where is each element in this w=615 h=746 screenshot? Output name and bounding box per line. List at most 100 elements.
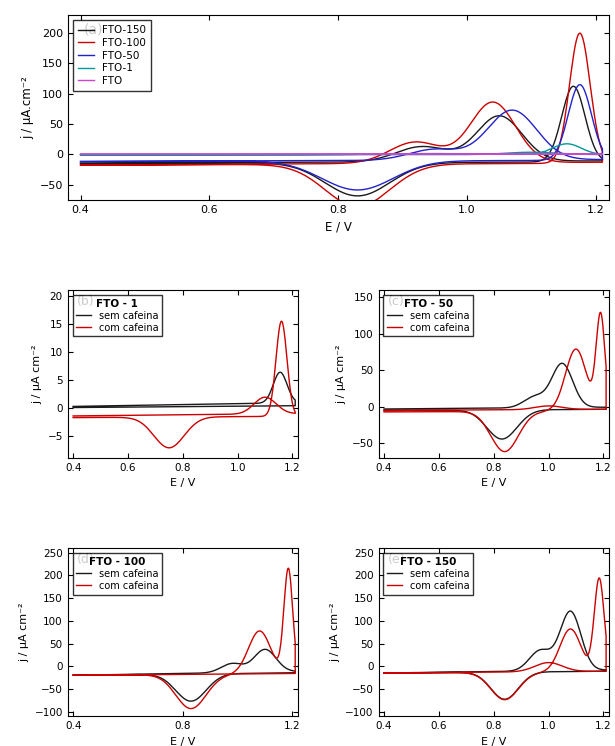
FTO-100: [486, 159, 494, 168]
Y-axis label: j / μA cm⁻²: j / μA cm⁻²: [336, 344, 346, 404]
FTO-100: [77, 160, 84, 169]
Line: com cafeina: com cafeina: [384, 578, 606, 700]
com cafeina: [486, 430, 494, 439]
FTO: [328, 150, 335, 159]
sem cafeina: [558, 359, 566, 368]
FTO-50: [220, 157, 227, 166]
Line: com cafeina: com cafeina: [73, 568, 295, 709]
FTO-150: [514, 157, 521, 166]
X-axis label: E / V: E / V: [481, 736, 506, 746]
FTO-50: [77, 157, 84, 166]
sem cafeina: [230, 402, 237, 411]
FTO: [599, 150, 606, 159]
sem cafeina: [176, 690, 183, 699]
com cafeina: [244, 647, 251, 656]
FTO: [514, 150, 521, 159]
FTO-100: [455, 160, 462, 169]
sem cafeina: [380, 668, 387, 677]
FTO-50: [455, 157, 462, 166]
com cafeina: [230, 412, 237, 421]
FTO-50: [354, 186, 362, 195]
sem cafeina: [130, 403, 138, 412]
FTO-1: [221, 151, 228, 160]
com cafeina: [541, 407, 549, 416]
sem cafeina: [380, 404, 387, 413]
com cafeina: [277, 317, 285, 326]
X-axis label: E / V: E / V: [481, 478, 506, 489]
com cafeina: [441, 407, 448, 416]
com cafeina: [255, 627, 263, 636]
sem cafeina: [380, 668, 387, 677]
FTO-100: [220, 160, 227, 169]
FTO-50: [327, 178, 334, 187]
sem cafeina: [408, 668, 415, 677]
sem cafeina: [69, 671, 77, 680]
sem cafeina: [555, 667, 562, 676]
Text: (d): (d): [77, 554, 95, 566]
Legend: sem cafeina, com cafeina: sem cafeina, com cafeina: [383, 553, 473, 595]
com cafeina: [69, 671, 77, 680]
FTO-50: [141, 157, 148, 166]
com cafeina: [566, 354, 574, 363]
Legend: sem cafeina, com cafeina: sem cafeina, com cafeina: [383, 295, 473, 336]
Y-axis label: j / μA.cm⁻²: j / μA.cm⁻²: [21, 76, 34, 139]
sem cafeina: [244, 669, 251, 678]
com cafeina: [244, 412, 251, 421]
FTO-150: [220, 158, 227, 167]
sem cafeina: [244, 401, 251, 410]
com cafeina: [596, 574, 603, 583]
sem cafeina: [555, 405, 562, 414]
Line: FTO-1: FTO-1: [81, 144, 603, 155]
Y-axis label: j / μA cm⁻²: j / μA cm⁻²: [330, 603, 339, 662]
FTO-150: [455, 158, 462, 167]
com cafeina: [69, 413, 77, 422]
com cafeina: [177, 436, 184, 445]
Line: com cafeina: com cafeina: [73, 322, 295, 448]
Text: (e): (e): [388, 554, 405, 566]
com cafeina: [486, 684, 494, 693]
sem cafeina: [541, 668, 549, 677]
com cafeina: [541, 666, 549, 675]
FTO-100: [327, 189, 334, 198]
sem cafeina: [177, 402, 184, 411]
FTO-50: [486, 156, 494, 165]
sem cafeina: [380, 406, 387, 415]
Text: (b): (b): [77, 295, 95, 308]
com cafeina: [255, 412, 263, 421]
com cafeina: [69, 671, 77, 680]
com cafeina: [165, 443, 173, 452]
FTO-100: [354, 202, 362, 211]
Line: sem cafeina: sem cafeina: [73, 372, 295, 407]
sem cafeina: [230, 669, 237, 678]
FTO-50: [77, 157, 84, 166]
com cafeina: [230, 668, 237, 677]
FTO: [77, 150, 84, 159]
FTO-150: [570, 82, 577, 91]
FTO-50: [576, 80, 584, 89]
com cafeina: [380, 407, 387, 416]
Line: FTO-150: FTO-150: [81, 87, 603, 196]
sem cafeina: [97, 401, 104, 410]
Y-axis label: j / μA cm⁻²: j / μA cm⁻²: [32, 344, 42, 404]
FTO-150: [354, 192, 362, 201]
com cafeina: [97, 671, 104, 680]
com cafeina: [501, 695, 509, 704]
com cafeina: [380, 406, 387, 415]
sem cafeina: [498, 435, 506, 444]
sem cafeina: [69, 403, 77, 412]
FTO-1: [328, 150, 335, 159]
FTO-100: [576, 28, 584, 37]
com cafeina: [441, 668, 448, 677]
com cafeina: [555, 646, 562, 655]
FTO-1: [455, 149, 462, 158]
sem cafeina: [501, 695, 509, 703]
FTO: [486, 150, 494, 159]
FTO-100: [77, 160, 84, 169]
sem cafeina: [486, 427, 494, 436]
FTO-150: [77, 159, 84, 168]
FTO-150: [141, 159, 148, 168]
sem cafeina: [566, 405, 574, 414]
com cafeina: [555, 392, 562, 401]
FTO-100: [141, 160, 148, 169]
sem cafeina: [441, 406, 448, 415]
